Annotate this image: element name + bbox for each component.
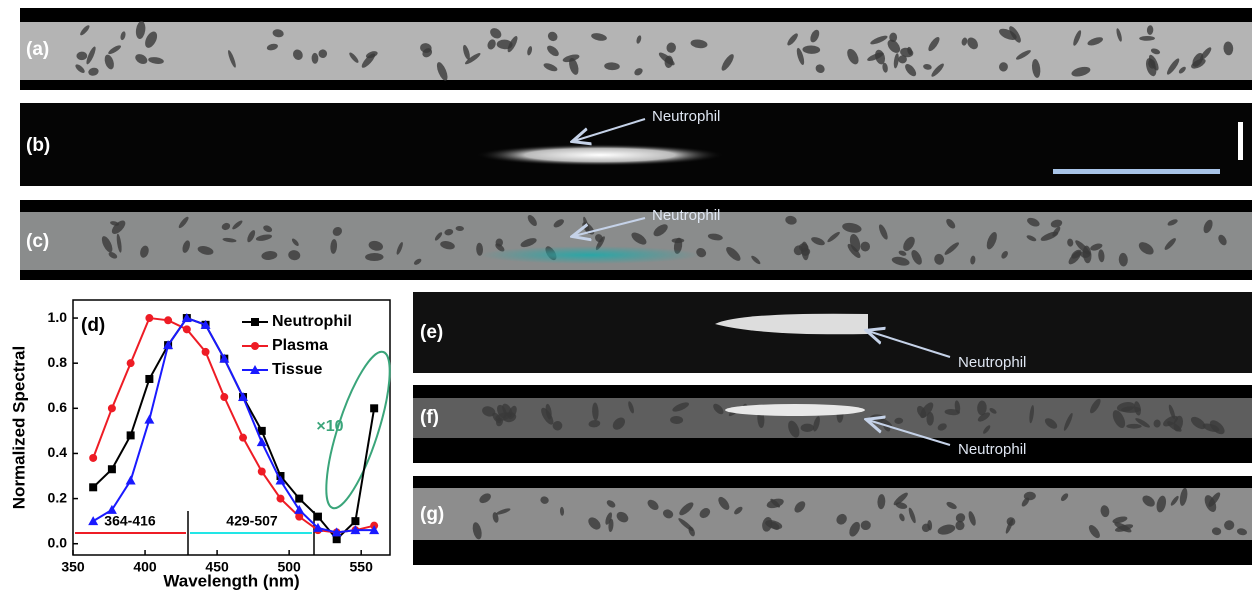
x-tick-label: 550 — [350, 559, 374, 575]
marker — [126, 476, 136, 485]
annotation: ×10 — [316, 418, 343, 435]
scale-bar — [1238, 122, 1243, 160]
marker — [89, 483, 97, 491]
scale-bar — [1053, 169, 1220, 174]
marker — [314, 513, 322, 521]
neutrophil-signal — [475, 144, 725, 166]
panel-label: (f) — [420, 407, 439, 428]
x-tick-label: 400 — [133, 559, 157, 575]
marker — [370, 404, 378, 412]
marker — [220, 393, 228, 401]
y-tick-label: 0.6 — [48, 399, 68, 415]
y-tick-label: 0.2 — [48, 489, 68, 505]
marker — [89, 454, 97, 462]
panel-label: (d) — [81, 315, 105, 336]
y-tick-label: 0.4 — [48, 444, 68, 460]
annotation: 364-416 — [104, 513, 156, 529]
panel-label: (c) — [26, 231, 49, 252]
neutrophil-signal — [725, 404, 865, 416]
vessel — [413, 488, 1252, 540]
marker — [239, 434, 247, 442]
annotation: Neutrophil — [652, 207, 720, 224]
marker — [258, 468, 266, 476]
marker — [145, 375, 153, 383]
marker — [144, 415, 154, 424]
figure: (a) Neutrophil (b) Neutrophil (c) Neutro… — [0, 0, 1252, 593]
legend-label: Neutrophil — [272, 313, 352, 330]
marker — [202, 348, 210, 356]
marker — [251, 318, 259, 326]
marker — [108, 404, 116, 412]
marker — [183, 325, 191, 333]
marker — [127, 431, 135, 439]
annotation: Neutrophil — [958, 354, 1026, 371]
y-axis-label: Normalized Spectral — [9, 346, 28, 509]
y-tick-label: 0.0 — [48, 534, 68, 550]
marker — [351, 517, 359, 525]
panel-label: (b) — [26, 135, 50, 156]
cell — [801, 424, 814, 432]
neutrophil-signal — [480, 246, 700, 264]
annotation: Neutrophil — [958, 441, 1026, 458]
cell — [860, 242, 870, 252]
x-axis-label: Wavelength (nm) — [163, 571, 299, 590]
marker — [295, 495, 303, 503]
legend-label: Plasma — [272, 337, 328, 354]
marker — [164, 316, 172, 324]
marker — [88, 516, 98, 525]
panel-label: (a) — [26, 39, 49, 60]
marker — [127, 359, 135, 367]
panel-label: (g) — [420, 504, 444, 525]
marker — [251, 342, 259, 350]
marker — [276, 495, 284, 503]
legend-label: Tissue — [272, 361, 323, 378]
annotation: 429-507 — [226, 513, 278, 529]
marker — [108, 465, 116, 473]
y-tick-label: 1.0 — [48, 309, 68, 325]
y-tick-label: 0.8 — [48, 354, 68, 370]
panel-label: (e) — [420, 322, 443, 343]
marker — [145, 314, 153, 322]
x-tick-label: 350 — [61, 559, 85, 575]
annotation: Neutrophil — [652, 108, 720, 125]
